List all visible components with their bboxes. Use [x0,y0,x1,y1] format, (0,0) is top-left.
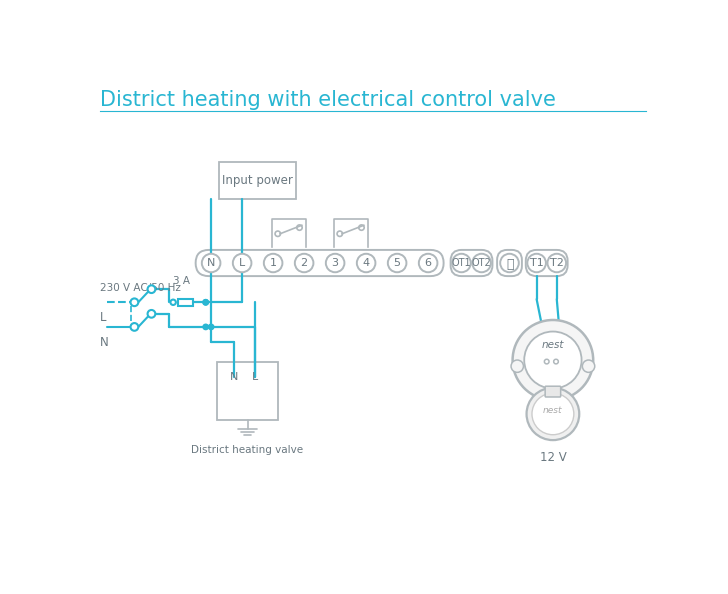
Circle shape [202,254,221,272]
Circle shape [526,388,579,440]
Text: T1: T1 [530,258,544,268]
Circle shape [337,231,342,236]
Text: District heating valve: District heating valve [191,445,304,455]
Circle shape [357,254,376,272]
FancyBboxPatch shape [497,250,522,276]
Circle shape [295,254,314,272]
Circle shape [275,231,280,236]
Circle shape [326,254,344,272]
FancyBboxPatch shape [545,386,561,397]
Text: Input power: Input power [222,174,293,187]
Text: 2: 2 [301,258,308,268]
Text: ⏚: ⏚ [507,258,514,271]
Text: N: N [229,372,238,383]
Circle shape [513,320,593,400]
Circle shape [500,254,519,272]
Text: 1: 1 [269,258,277,268]
FancyBboxPatch shape [451,250,492,276]
Text: OT2: OT2 [472,258,491,268]
Text: 3: 3 [332,258,339,268]
Text: 230 V AC/50 Hz: 230 V AC/50 Hz [100,283,181,293]
Circle shape [524,331,582,388]
FancyBboxPatch shape [196,250,443,276]
Circle shape [148,285,155,293]
Circle shape [511,360,523,372]
Circle shape [532,393,574,435]
FancyBboxPatch shape [526,250,568,276]
Text: 3 A: 3 A [173,276,190,286]
FancyBboxPatch shape [219,162,296,199]
Circle shape [419,254,438,272]
Circle shape [388,254,406,272]
Text: 4: 4 [363,258,370,268]
FancyBboxPatch shape [218,362,278,420]
Circle shape [472,254,491,272]
Circle shape [203,299,208,305]
Text: L: L [252,372,258,383]
Text: L: L [100,311,107,324]
Circle shape [264,254,282,272]
Text: N: N [207,258,215,268]
Circle shape [452,254,471,272]
Text: N: N [100,336,109,349]
Circle shape [545,359,549,364]
Circle shape [203,324,208,330]
Text: T2: T2 [550,258,563,268]
Text: District heating with electrical control valve: District heating with electrical control… [100,90,556,110]
Circle shape [130,323,138,331]
Circle shape [527,254,546,272]
Text: OT1: OT1 [451,258,471,268]
Text: nest: nest [543,406,563,415]
Circle shape [203,299,208,305]
Circle shape [208,324,214,330]
Text: 6: 6 [424,258,432,268]
Circle shape [233,254,251,272]
Circle shape [554,359,558,364]
Text: 5: 5 [394,258,400,268]
Circle shape [547,254,566,272]
Text: nest: nest [542,340,564,350]
Circle shape [130,298,138,306]
Circle shape [148,310,155,318]
Text: 12 V: 12 V [539,451,566,464]
Circle shape [582,360,595,372]
Circle shape [297,225,302,230]
Circle shape [359,225,364,230]
Text: L: L [239,258,245,268]
Circle shape [170,299,176,305]
